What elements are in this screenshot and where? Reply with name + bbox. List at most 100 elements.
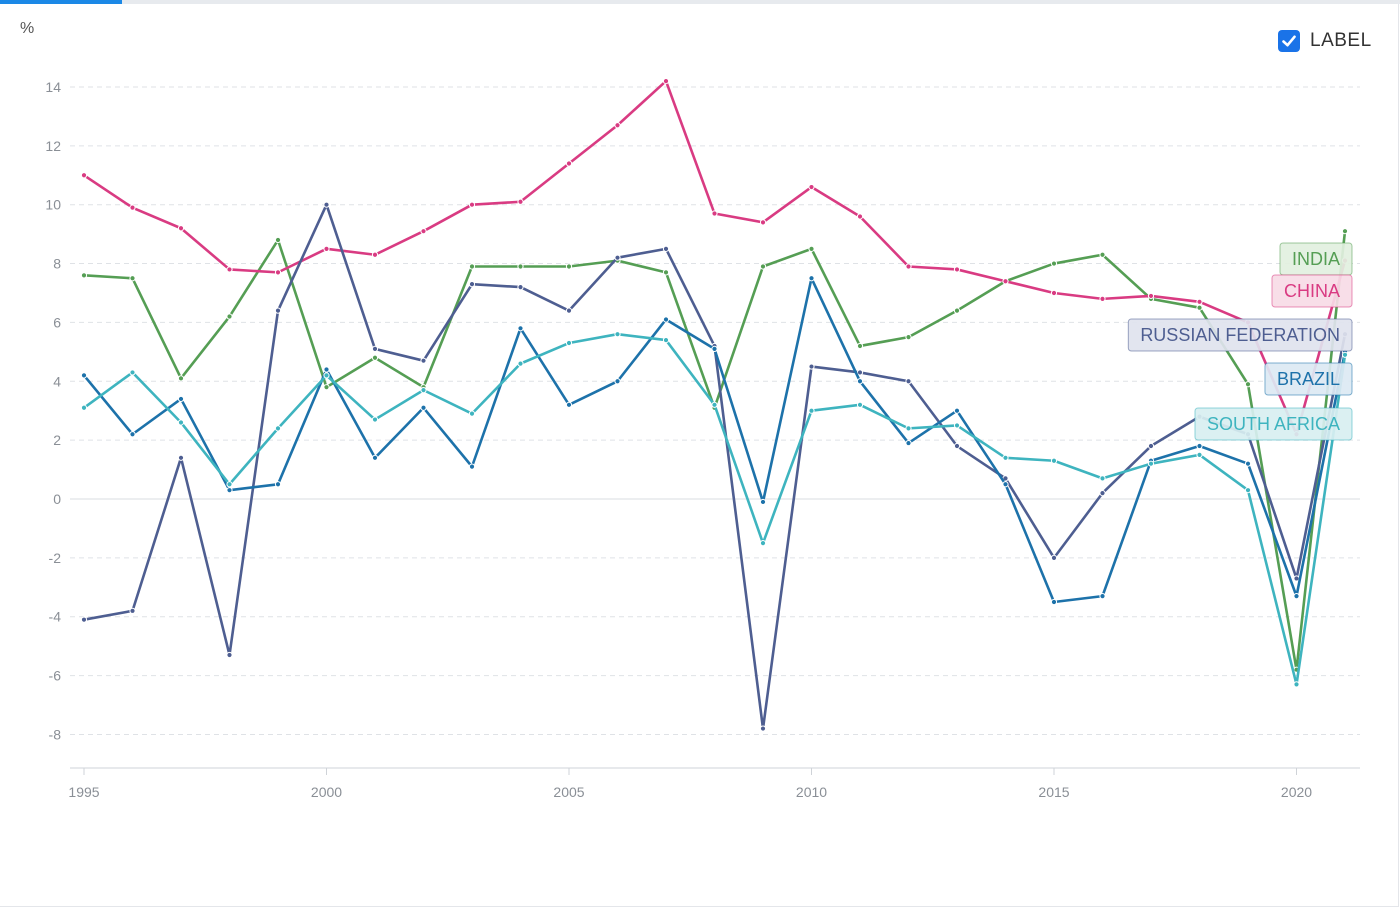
data-point bbox=[1196, 442, 1203, 450]
data-point bbox=[905, 263, 912, 270]
data-point bbox=[80, 372, 88, 379]
data-point bbox=[808, 363, 815, 370]
data-point bbox=[614, 254, 621, 261]
data-point bbox=[953, 442, 961, 450]
data-point bbox=[1050, 289, 1058, 297]
data-point bbox=[80, 616, 88, 623]
data-point bbox=[129, 369, 136, 376]
data-point bbox=[565, 401, 573, 408]
data-point bbox=[274, 269, 282, 276]
data-point bbox=[953, 266, 961, 273]
y-tick-label: 10 bbox=[45, 197, 61, 213]
data-point bbox=[1099, 490, 1106, 497]
data-point bbox=[808, 183, 815, 191]
data-point bbox=[856, 369, 864, 376]
data-point bbox=[468, 281, 476, 288]
data-point bbox=[129, 607, 136, 614]
data-point bbox=[517, 198, 524, 205]
data-point bbox=[177, 395, 185, 403]
data-point bbox=[129, 431, 136, 438]
data-point bbox=[1293, 681, 1300, 688]
data-point bbox=[759, 263, 767, 270]
data-point bbox=[1002, 278, 1009, 285]
data-point bbox=[711, 210, 718, 217]
data-point bbox=[953, 307, 961, 314]
series-end-label: SOUTH AFRICA bbox=[1194, 407, 1353, 441]
data-point bbox=[1147, 292, 1155, 300]
data-point bbox=[808, 275, 815, 282]
data-point bbox=[1002, 454, 1009, 461]
data-point bbox=[759, 540, 767, 547]
data-point bbox=[711, 345, 718, 353]
data-point bbox=[953, 422, 961, 429]
data-point bbox=[226, 313, 233, 320]
data-point bbox=[1099, 593, 1106, 600]
data-point bbox=[1050, 598, 1058, 606]
data-point bbox=[177, 375, 185, 382]
tab-bar-border bbox=[0, 0, 1400, 4]
data-point bbox=[905, 439, 912, 447]
y-tick-label: -4 bbox=[49, 609, 62, 625]
data-point bbox=[856, 342, 864, 350]
data-point bbox=[1147, 460, 1155, 467]
x-tick-label: 2005 bbox=[553, 784, 584, 800]
series-end-label-text: BRAZIL bbox=[1277, 369, 1340, 389]
data-point bbox=[80, 404, 88, 411]
data-point bbox=[662, 269, 670, 276]
data-point bbox=[517, 360, 524, 367]
data-point bbox=[808, 407, 815, 414]
data-point bbox=[1341, 228, 1349, 235]
series-end-label: BRAZIL bbox=[1264, 362, 1353, 396]
data-point bbox=[1196, 451, 1203, 458]
data-point bbox=[323, 384, 330, 391]
data-point bbox=[177, 225, 185, 232]
data-point bbox=[80, 172, 88, 179]
data-point bbox=[565, 307, 573, 314]
data-point bbox=[226, 651, 233, 659]
data-point bbox=[1196, 298, 1203, 305]
data-point bbox=[323, 372, 330, 379]
data-point bbox=[420, 404, 427, 411]
data-point bbox=[468, 263, 476, 270]
y-tick-label: 6 bbox=[53, 314, 61, 330]
y-tick-label: 0 bbox=[53, 491, 61, 507]
data-point bbox=[274, 307, 282, 314]
x-tick-label: 2000 bbox=[311, 784, 342, 800]
data-point bbox=[517, 325, 524, 332]
data-point bbox=[323, 245, 330, 252]
data-point bbox=[468, 463, 476, 470]
data-point bbox=[1147, 442, 1155, 450]
y-tick-label: 12 bbox=[45, 138, 61, 154]
data-point bbox=[1002, 481, 1009, 488]
data-point bbox=[662, 245, 670, 252]
label-toggle[interactable]: LABEL bbox=[1278, 30, 1372, 52]
data-point bbox=[1099, 475, 1106, 482]
data-point bbox=[856, 401, 864, 408]
y-axis-unit-label: % bbox=[20, 20, 35, 37]
data-point bbox=[177, 454, 185, 461]
data-point bbox=[1196, 304, 1203, 311]
data-point bbox=[905, 378, 912, 385]
data-point bbox=[953, 407, 961, 414]
series-line bbox=[82, 332, 1347, 686]
data-point bbox=[1244, 381, 1252, 388]
series-end-label-box bbox=[1271, 274, 1353, 308]
label-checkbox[interactable] bbox=[1278, 30, 1300, 52]
series-end-label-box bbox=[1127, 318, 1353, 352]
data-point bbox=[565, 160, 573, 167]
data-point bbox=[274, 425, 282, 432]
data-point bbox=[226, 487, 233, 494]
data-point bbox=[274, 481, 282, 488]
series-line bbox=[82, 79, 1347, 436]
data-point bbox=[565, 263, 573, 270]
data-point bbox=[856, 378, 864, 385]
series-end-label-text: INDIA bbox=[1292, 249, 1340, 269]
x-tick-label: 2015 bbox=[1038, 784, 1069, 800]
data-point bbox=[1244, 487, 1252, 494]
data-point bbox=[662, 336, 670, 344]
data-point bbox=[371, 345, 379, 353]
x-tick-label: 2020 bbox=[1281, 784, 1312, 800]
data-point bbox=[323, 366, 330, 373]
y-tick-label: 2 bbox=[53, 432, 61, 448]
data-point bbox=[1050, 554, 1058, 561]
